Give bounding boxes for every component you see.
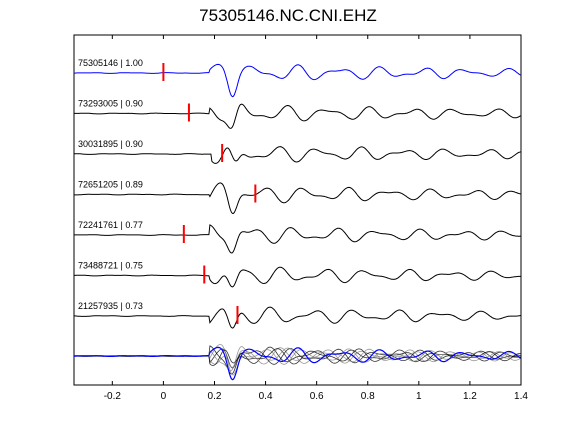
waveform-trace (74, 224, 521, 254)
traces-group (73, 63, 521, 329)
stack-trace (74, 343, 521, 376)
waveform-trace (74, 182, 521, 215)
x-tick-label: 0.4 (259, 391, 273, 402)
x-axis: -0.2 0 0.2 0.4 0.6 0.8 1 1.2 1.4 (104, 35, 528, 402)
trace-label: 30031895 | 0.90 (78, 139, 143, 149)
trace-labels-group: 75305146 | 1.00 73293005 | 0.90 30031895 |… (78, 58, 143, 311)
x-tick-label: -0.2 (104, 391, 122, 402)
stack-group (73, 343, 521, 381)
x-tick-label: 1.4 (514, 391, 528, 402)
x-tick-label: 0.8 (361, 391, 375, 402)
waveform-trace (74, 146, 521, 164)
x-tick-label: 0 (161, 391, 167, 402)
trace-label: 73293005 | 0.90 (78, 99, 143, 109)
x-tick-label: 0.6 (310, 391, 324, 402)
waveform-trace (74, 266, 521, 288)
x-tick-label: 1 (416, 391, 422, 402)
chart-title: 75305146.NC.CNI.EHZ (199, 6, 377, 25)
trace-label: 75305146 | 1.00 (78, 58, 143, 68)
waveform-trace (73, 306, 521, 329)
plot-area-frame (73, 34, 522, 386)
trace-label: 21257935 | 0.73 (78, 301, 143, 311)
trace-label: 72241761 | 0.77 (78, 220, 143, 230)
x-tick-label: 1.2 (463, 391, 477, 402)
waveform-trace (74, 103, 521, 129)
stack-trace (74, 346, 521, 381)
pick-markers-group (162, 63, 257, 324)
x-tick-label: 0.2 (208, 391, 222, 402)
trace-label: 72651205 | 0.89 (78, 180, 143, 190)
waveform-trace (74, 63, 521, 98)
trace-label: 73488721 | 0.75 (78, 261, 143, 271)
stack-trace (74, 346, 521, 372)
